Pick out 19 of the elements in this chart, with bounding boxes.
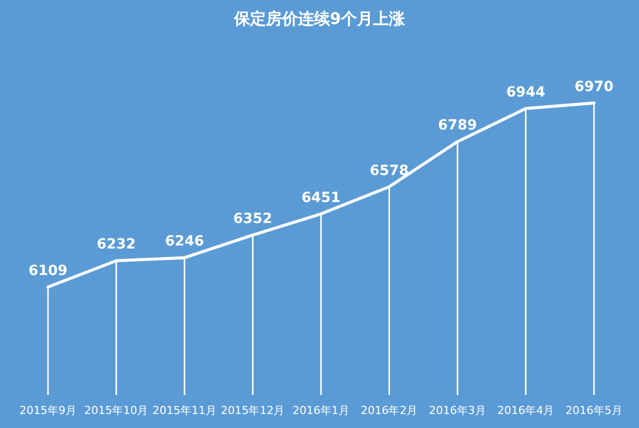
x-tick-label: 2016年4月 <box>497 404 554 417</box>
x-tick-label: 2016年3月 <box>429 404 486 417</box>
x-tick-label: 2015年10月 <box>84 404 148 417</box>
data-label: 6246 <box>165 234 204 250</box>
data-label: 6578 <box>370 162 409 179</box>
x-tick-label: 2016年5月 <box>566 404 622 417</box>
x-tick-label: 2016年2月 <box>360 404 418 417</box>
x-tick-label: 2015年9月 <box>20 404 76 417</box>
x-tick-label: 2016年1月 <box>292 404 350 417</box>
x-tick-label: 2015年12月 <box>220 404 285 417</box>
data-label: 6232 <box>96 236 136 253</box>
data-label: 6109 <box>28 263 68 279</box>
chart-title: 保定房价连续9个月上涨 <box>232 9 406 28</box>
x-tick-label: 2015年11月 <box>152 404 216 417</box>
data-label: 6352 <box>233 211 272 228</box>
data-label: 6944 <box>506 84 546 101</box>
data-label: 6451 <box>302 190 340 206</box>
data-label: 6970 <box>574 79 614 95</box>
data-label: 6789 <box>438 118 477 134</box>
